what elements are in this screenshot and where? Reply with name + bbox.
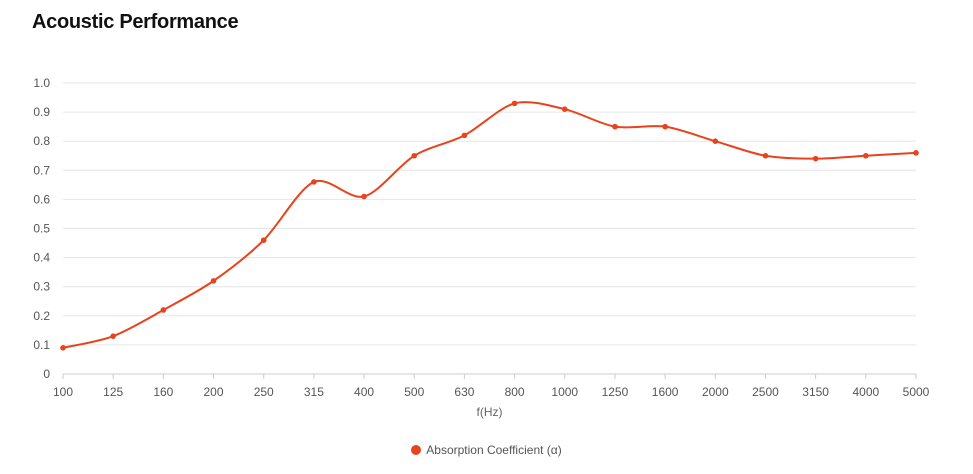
data-point bbox=[210, 278, 217, 284]
x-tick-label: 1000 bbox=[551, 385, 578, 399]
y-axis-ticks: 0 0.1 0.2 0.3 0.4 0.5 0.6 0.7 0.8 0.9 1.0 bbox=[33, 76, 50, 381]
x-tick-label: 250 bbox=[254, 385, 274, 399]
data-point bbox=[863, 152, 869, 159]
x-tick-label: 500 bbox=[404, 385, 424, 399]
data-point bbox=[812, 155, 819, 162]
data-point bbox=[762, 152, 769, 159]
y-tick-label: 0.9 bbox=[33, 105, 50, 119]
data-point bbox=[60, 345, 66, 351]
x-tick-label: 2000 bbox=[702, 385, 729, 399]
x-tick-label: 315 bbox=[304, 385, 324, 399]
x-axis-ticks: 100 125 160 200 250 315 400 500 630 800 1000 1250 16… bbox=[53, 374, 930, 399]
y-tick-label: 0.8 bbox=[33, 134, 50, 148]
legend-swatch-icon bbox=[411, 445, 422, 455]
legend-item[interactable]: Absorption Coefficient (α) bbox=[411, 443, 562, 457]
series-group bbox=[60, 100, 919, 351]
x-tick-label: 3150 bbox=[802, 385, 829, 399]
data-point bbox=[411, 152, 418, 159]
y-tick-label: 0.7 bbox=[33, 163, 50, 177]
y-tick-label: 0.5 bbox=[33, 222, 50, 236]
data-point bbox=[361, 193, 367, 200]
x-tick-label: 800 bbox=[505, 385, 525, 399]
x-tick-label: 200 bbox=[204, 385, 224, 399]
x-tick-label: 5000 bbox=[903, 385, 930, 399]
data-point bbox=[662, 123, 668, 130]
data-point bbox=[712, 138, 719, 144]
x-tick-label: 1250 bbox=[602, 385, 629, 399]
y-tick-label: 0.6 bbox=[33, 192, 50, 206]
x-tick-label: 1600 bbox=[652, 385, 679, 399]
y-tick-label: 0.2 bbox=[33, 309, 50, 323]
legend: Absorption Coefficient (α) bbox=[0, 443, 973, 458]
y-tick-label: 0 bbox=[43, 367, 50, 381]
series-line bbox=[62, 101, 917, 349]
x-axis-label: f(Hz) bbox=[477, 405, 503, 419]
data-point bbox=[461, 132, 468, 139]
data-point bbox=[311, 179, 317, 185]
page-title: Acoustic Performance bbox=[32, 11, 239, 33]
y-tick-label: 1.0 bbox=[33, 76, 50, 90]
x-tick-label: 630 bbox=[454, 385, 474, 399]
data-point bbox=[511, 100, 518, 107]
x-tick-label: 100 bbox=[53, 385, 73, 399]
x-tick-label: 2500 bbox=[752, 385, 779, 399]
x-tick-label: 400 bbox=[354, 385, 374, 399]
x-tick-label: 160 bbox=[153, 385, 173, 399]
legend-label: Absorption Coefficient (α) bbox=[426, 443, 562, 457]
data-point bbox=[260, 237, 267, 243]
y-tick-label: 0.1 bbox=[33, 338, 50, 352]
x-tick-label: 125 bbox=[103, 385, 123, 399]
y-tick-label: 0.3 bbox=[33, 280, 50, 294]
x-tick-label: 4000 bbox=[852, 385, 879, 399]
data-point bbox=[110, 333, 116, 339]
data-point bbox=[561, 106, 568, 112]
grid-lines bbox=[63, 82, 916, 375]
y-tick-label: 0.4 bbox=[33, 251, 50, 265]
data-point bbox=[913, 150, 919, 156]
data-point bbox=[612, 123, 618, 130]
data-point bbox=[160, 307, 167, 313]
